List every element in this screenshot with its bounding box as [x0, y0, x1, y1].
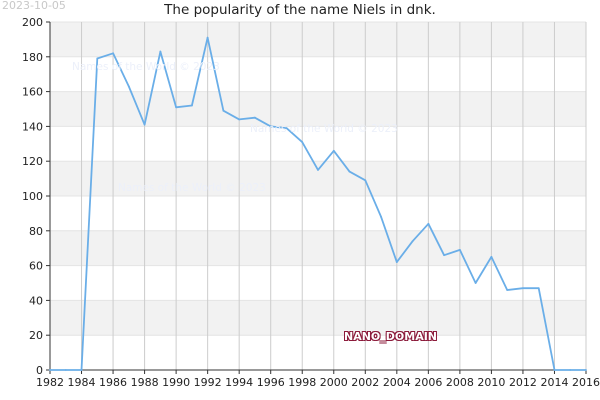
data-point: [206, 36, 209, 39]
data-point: [443, 254, 446, 257]
data-point: [127, 85, 130, 88]
data-point: [190, 104, 193, 107]
y-tick-label: 20: [29, 329, 43, 342]
data-point: [269, 125, 272, 128]
data-point: [254, 116, 256, 119]
data-point: [96, 57, 99, 60]
watermark-text: Names of the World © 2023: [72, 61, 220, 73]
data-point: [585, 369, 587, 371]
x-tick-label: 2010: [477, 376, 505, 389]
x-tick-label: 1984: [68, 376, 96, 389]
y-tick-label: 60: [29, 260, 43, 273]
y-tick-label: 0: [36, 364, 43, 377]
data-point: [222, 109, 225, 112]
x-tick-label: 1992: [194, 376, 222, 389]
data-point: [380, 215, 382, 218]
data-point: [427, 222, 430, 225]
x-tick-label: 2006: [414, 376, 442, 389]
y-tick-label: 120: [22, 155, 43, 168]
x-tick-label: 1994: [225, 376, 253, 389]
x-tick-label: 1988: [131, 376, 159, 389]
grid-band: [50, 22, 586, 57]
data-point: [285, 127, 288, 130]
x-tick-label: 2000: [320, 376, 348, 389]
data-point: [569, 369, 572, 371]
x-tick-label: 2014: [540, 376, 568, 389]
watermark-text: Names of the World © 2023: [250, 123, 398, 135]
data-point: [490, 256, 493, 258]
grid-band: [50, 161, 586, 196]
data-point: [458, 249, 461, 251]
x-tick-label: 1982: [36, 376, 64, 389]
data-point: [80, 369, 83, 371]
y-tick-label: 160: [22, 86, 43, 99]
x-tick-label: 2002: [351, 376, 379, 389]
data-point: [112, 52, 114, 55]
data-point: [348, 170, 351, 173]
data-point: [506, 289, 509, 291]
grid-band: [50, 91, 586, 127]
y-tick-label: 100: [22, 190, 43, 203]
x-tick-label: 1998: [288, 376, 316, 389]
data-point: [522, 287, 524, 290]
grid-band: [50, 300, 586, 336]
grid-band: [50, 230, 586, 266]
domain-watermark: NANO_DOMAIN: [344, 330, 438, 343]
date-stamp: 2023-10-05: [2, 0, 66, 12]
x-tick-label: 2004: [383, 376, 411, 389]
data-point: [395, 261, 398, 264]
x-tick-label: 1990: [162, 376, 190, 389]
x-tick-label: 1986: [99, 376, 127, 389]
y-tick-label: 180: [22, 51, 43, 64]
data-point: [474, 282, 477, 284]
data-point: [364, 179, 367, 182]
y-tick-label: 140: [22, 120, 43, 133]
data-point: [332, 149, 335, 152]
x-tick-label: 2012: [509, 376, 537, 389]
data-point: [317, 169, 319, 171]
data-point: [64, 369, 67, 371]
data-point: [301, 141, 304, 143]
y-tick-label: 200: [22, 16, 43, 29]
chart-title: The popularity of the name Niels in dnk.: [164, 2, 436, 18]
data-point: [143, 123, 146, 126]
data-point: [175, 106, 178, 109]
x-tick-label: 2016: [572, 376, 600, 389]
x-tick-label: 2008: [446, 376, 474, 389]
watermark-text: Names of the World © 2023: [118, 182, 266, 194]
x-tick-label: 1996: [257, 376, 285, 389]
data-point: [238, 118, 241, 121]
data-point: [537, 287, 540, 290]
data-point: [49, 369, 51, 371]
y-tick-label: 40: [29, 294, 43, 307]
y-tick-label: 80: [29, 225, 43, 238]
data-point: [553, 369, 556, 371]
data-point: [411, 240, 414, 243]
data-point: [159, 50, 162, 53]
